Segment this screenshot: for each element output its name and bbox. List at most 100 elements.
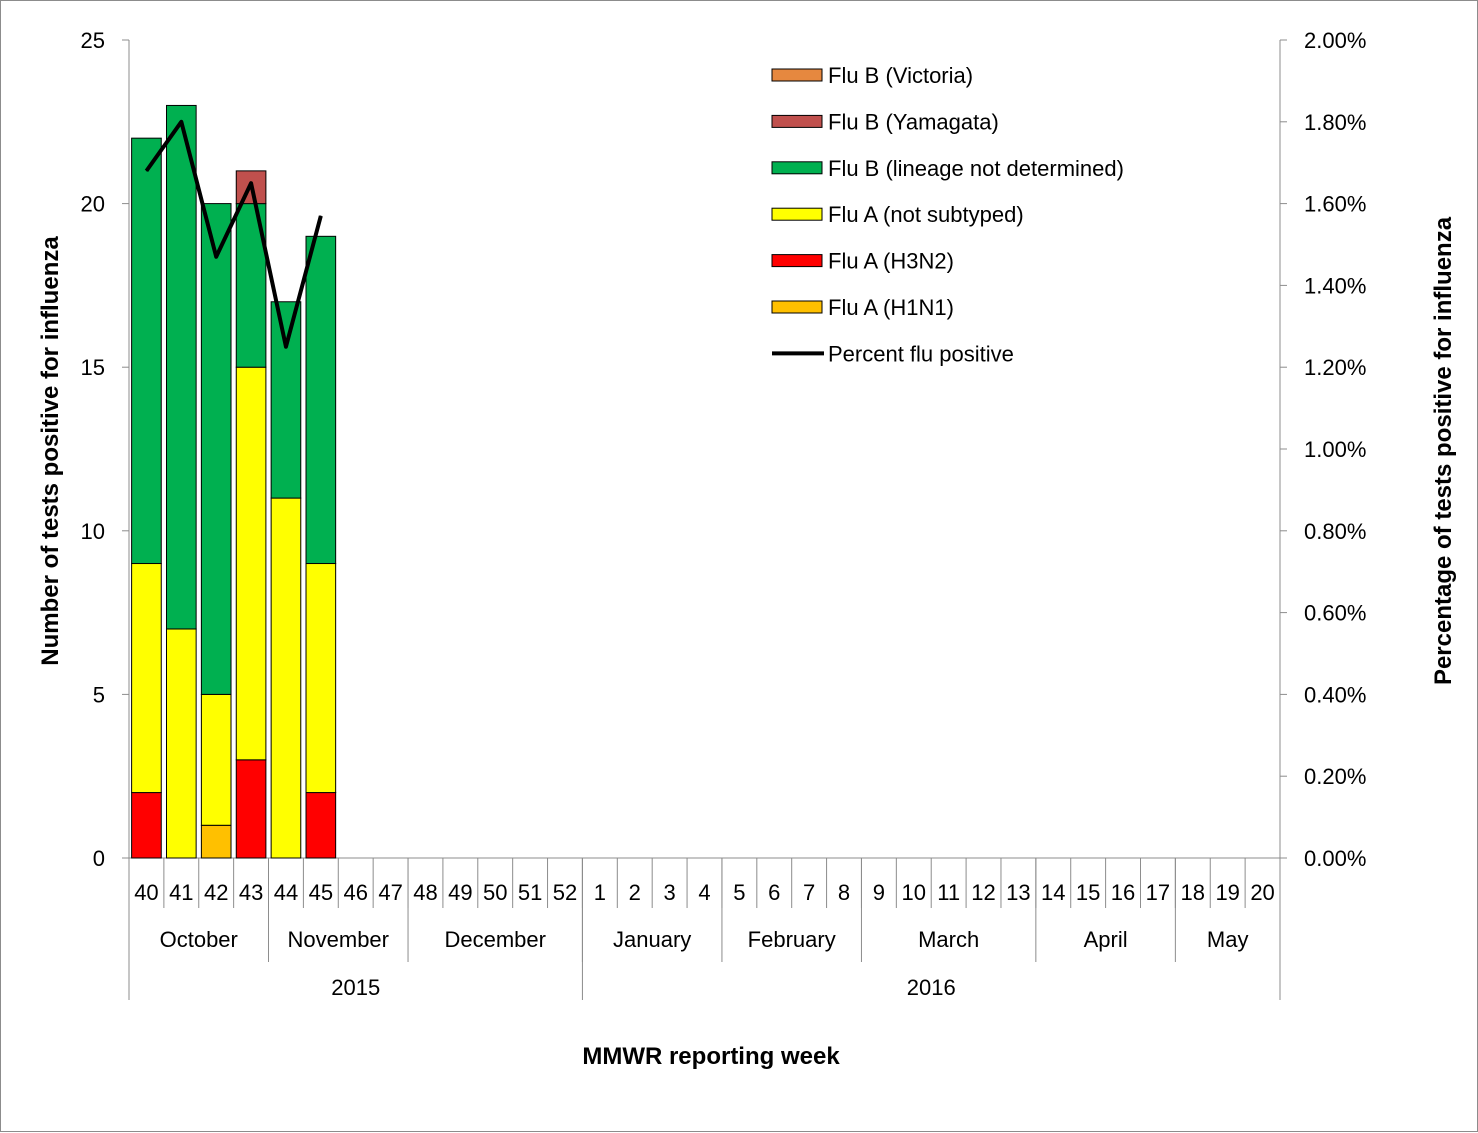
- y2-tick-label: 0.00%: [1304, 846, 1366, 871]
- week-label-5: 5: [733, 880, 745, 905]
- percent-point-week-41: [180, 121, 182, 123]
- week-label-4: 4: [698, 880, 710, 905]
- y2-tick-label: 1.60%: [1304, 192, 1366, 217]
- bar-flu-a-not-subtyped-week-41: [165, 628, 197, 859]
- week-label-42: 42: [204, 880, 228, 905]
- bar-flu-a-not-subtyped-week-43: [235, 366, 267, 761]
- week-label-7: 7: [803, 880, 815, 905]
- y2-tick-label: 0.40%: [1304, 682, 1366, 707]
- x-axis-title: MMWR reporting week: [582, 1043, 840, 1070]
- week-label-1: 1: [594, 880, 606, 905]
- week-label-19: 19: [1215, 880, 1239, 905]
- y2-tick-label: 2.00%: [1304, 28, 1366, 53]
- bar-flu-a-h1n1-week-42: [200, 824, 232, 859]
- y2-tick-label: 1.00%: [1304, 437, 1366, 462]
- bar-flu-b-lineage-not-determined-week-41: [165, 104, 197, 630]
- percent-flu-positive-line: [144, 119, 323, 349]
- week-label-8: 8: [838, 880, 850, 905]
- week-label-14: 14: [1041, 880, 1065, 905]
- bar-flu-a-h3n2-week-40: [131, 792, 162, 859]
- week-label-46: 46: [343, 880, 367, 905]
- y-tick-label: 5: [93, 682, 105, 707]
- month-label-march: March: [918, 927, 979, 952]
- week-label-11: 11: [937, 880, 960, 905]
- y2-tick-label: 0.80%: [1304, 519, 1366, 544]
- week-label-10: 10: [902, 880, 926, 905]
- week-label-3: 3: [663, 880, 675, 905]
- bar-flu-b-lineage-not-determined-week-40: [131, 137, 162, 565]
- week-label-49: 49: [448, 880, 472, 905]
- week-label-50: 50: [483, 880, 507, 905]
- legend-label: Flu B (Victoria): [828, 63, 973, 88]
- legend-label: Percent flu positive: [828, 341, 1014, 366]
- legend-swatch: [771, 207, 823, 221]
- week-label-16: 16: [1111, 880, 1135, 905]
- month-label-april: April: [1084, 927, 1128, 952]
- x-axis-labels: 40 41 42 43 44 45 46 47 48 49 50 51 52 1 2 3 4 5 6 7 8 9 10 11 1…: [128, 858, 1281, 1000]
- y-tick-label: 10: [81, 519, 105, 544]
- year-label-2016: 2016: [907, 975, 956, 1000]
- bar-flu-a-h3n2-week-43: [235, 759, 267, 859]
- y-tick-label: 25: [81, 28, 105, 53]
- y-axis-title: Number of tests positive for influenza: [37, 236, 64, 666]
- month-label-december: December: [444, 927, 545, 952]
- week-label-41: 41: [169, 880, 193, 905]
- bar-flu-a-not-subtyped-week-45: [305, 563, 337, 794]
- legend: Flu B (Victoria) Flu B (Yamagata) Flu B (l…: [771, 63, 1124, 366]
- legend-swatch: [771, 114, 823, 128]
- legend-swatch: [771, 254, 823, 268]
- year-label-2015: 2015: [331, 975, 380, 1000]
- week-label-52: 52: [553, 880, 577, 905]
- y2-axis-title: Percentage of tests positive for influen…: [1430, 216, 1457, 685]
- bar-flu-a-h3n2-week-45: [305, 792, 337, 859]
- legend-swatch: [771, 300, 823, 314]
- week-label-51: 51: [518, 880, 542, 905]
- bars: [131, 104, 337, 859]
- percent-point-week-43: [250, 182, 252, 184]
- bar-flu-b-lineage-not-determined-week-42: [200, 203, 232, 695]
- legend-swatch: [771, 161, 823, 175]
- axes: 0 5 10 15 20 25 0.00% 0.20% 0.40% 0.60% 0.80% 1.00%…: [81, 28, 1367, 871]
- week-label-40: 40: [134, 880, 158, 905]
- legend-label: Flu A (not subtyped): [828, 202, 1024, 227]
- percent-point-week-44: [285, 346, 287, 348]
- percent-point-week-40: [145, 170, 147, 172]
- legend-item-flu-b-yamagata: Flu B (Yamagata): [771, 109, 999, 134]
- legend-label: Flu B (Yamagata): [828, 109, 999, 134]
- legend-item-flu-b-victoria: Flu B (Victoria): [771, 63, 973, 88]
- legend-item-flu-a-h1n1: Flu A (H1N1): [771, 295, 954, 320]
- week-label-13: 13: [1006, 880, 1030, 905]
- bar-flu-a-not-subtyped-week-44: [270, 497, 302, 859]
- y2-tick-label: 1.20%: [1304, 355, 1366, 380]
- week-label-12: 12: [971, 880, 995, 905]
- month-label-february: February: [748, 927, 836, 952]
- legend-item-flu-a-h3n2: Flu A (H3N2): [771, 249, 954, 274]
- month-label-october: October: [160, 927, 238, 952]
- legend-label: Flu A (H1N1): [828, 295, 954, 320]
- week-label-44: 44: [274, 880, 298, 905]
- bar-flu-b-lineage-not-determined-week-45: [305, 235, 337, 565]
- week-label-9: 9: [873, 880, 885, 905]
- y-tick-label: 0: [93, 846, 105, 871]
- y2-tick-label: 1.80%: [1304, 110, 1366, 135]
- legend-label: Flu B (lineage not determined): [828, 156, 1124, 181]
- month-label-november: November: [288, 927, 389, 952]
- y-tick-label: 20: [81, 192, 105, 217]
- y2-tick-label: 0.60%: [1304, 601, 1366, 626]
- week-label-47: 47: [378, 880, 402, 905]
- week-label-17: 17: [1146, 880, 1170, 905]
- month-label-may: May: [1207, 927, 1249, 952]
- legend-item-percent-flu-positive: Percent flu positive: [772, 341, 1014, 366]
- week-label-6: 6: [768, 880, 780, 905]
- percent-point-week-42: [215, 256, 217, 258]
- y2-tick-label: 0.20%: [1304, 764, 1366, 789]
- y-tick-label: 15: [81, 355, 105, 380]
- week-label-43: 43: [239, 880, 263, 905]
- legend-swatch: [771, 68, 823, 82]
- percent-line: [144, 119, 323, 349]
- week-label-2: 2: [629, 880, 641, 905]
- legend-label: Flu A (H3N2): [828, 249, 954, 274]
- week-label-15: 15: [1076, 880, 1100, 905]
- week-label-45: 45: [309, 880, 333, 905]
